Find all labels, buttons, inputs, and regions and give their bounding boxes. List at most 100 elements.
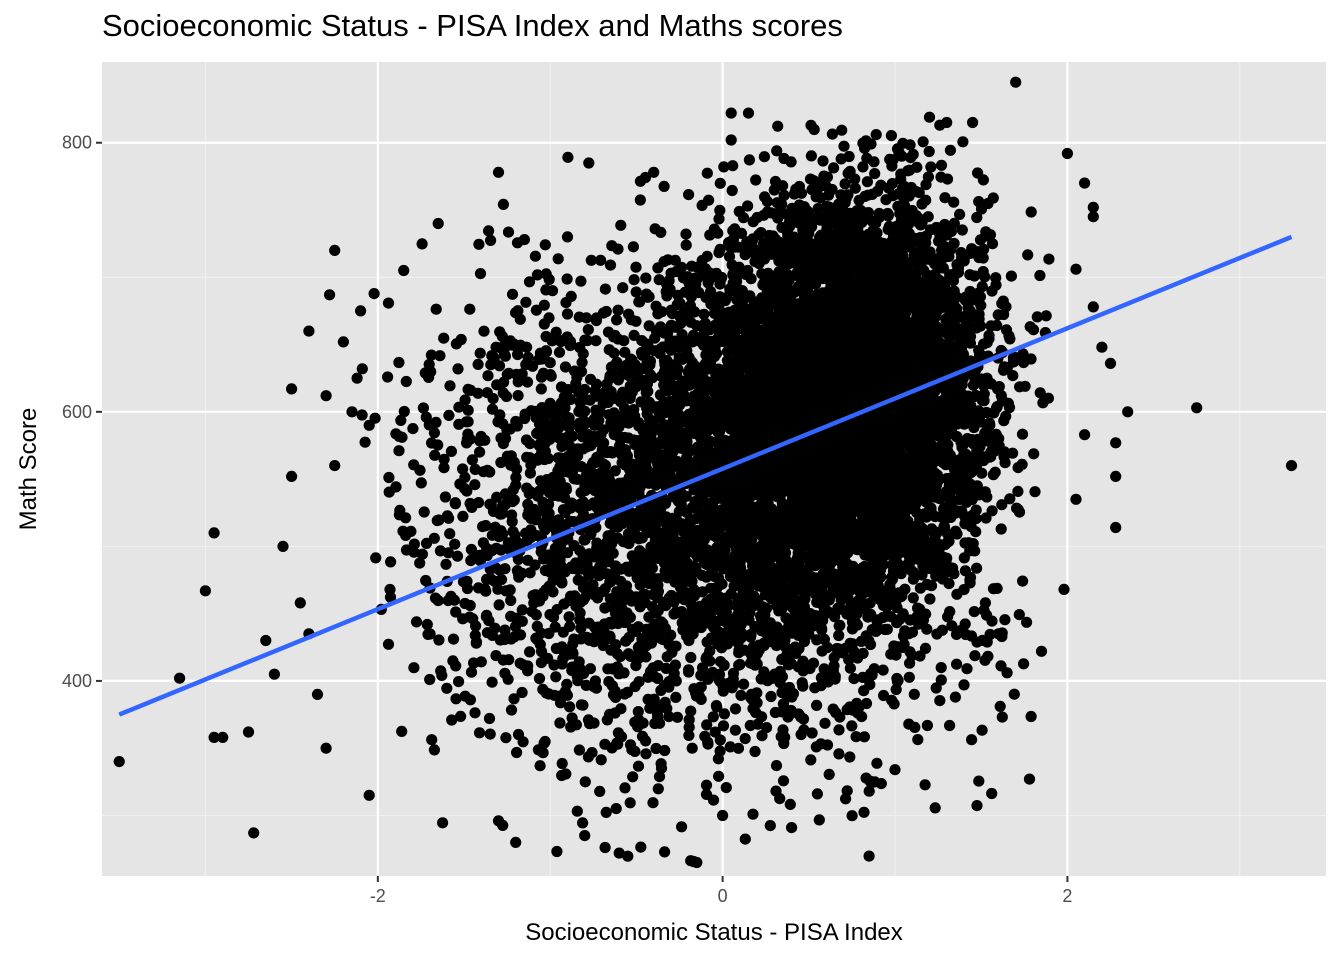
data-point	[857, 161, 869, 173]
data-point	[785, 156, 797, 168]
data-point	[826, 128, 839, 140]
data-point	[750, 174, 762, 186]
data-point	[898, 193, 910, 205]
data-point	[976, 281, 988, 293]
data-point	[809, 270, 821, 282]
data-point	[960, 310, 972, 322]
data-point	[941, 293, 953, 305]
data-point	[749, 256, 761, 268]
data-point	[861, 176, 874, 188]
data-point	[958, 252, 970, 264]
data-point	[718, 161, 730, 173]
data-point	[772, 120, 784, 132]
data-point	[743, 154, 756, 166]
data-point	[948, 196, 960, 208]
data-point	[644, 355, 657, 367]
data-point	[828, 162, 840, 174]
data-point	[868, 156, 880, 168]
data-point	[885, 130, 898, 142]
data-point	[896, 150, 908, 162]
data-point	[935, 171, 947, 183]
data-point	[911, 161, 923, 173]
data-point	[977, 174, 990, 186]
data-point	[956, 224, 968, 236]
data-point	[733, 261, 745, 273]
data-point	[838, 140, 850, 152]
data-points	[113, 76, 1298, 869]
data-point	[1007, 370, 1019, 382]
data-point	[892, 200, 904, 212]
data-point	[985, 320, 997, 332]
data-point	[971, 562, 983, 574]
data-point	[916, 198, 928, 210]
data-point	[723, 250, 736, 263]
data-point	[856, 249, 869, 261]
data-point	[726, 184, 738, 197]
data-point	[698, 308, 710, 320]
data-point	[921, 623, 933, 635]
data-point	[1012, 485, 1024, 497]
data-point	[999, 614, 1011, 626]
data-point	[1017, 348, 1029, 360]
data-point	[882, 209, 895, 221]
data-point	[817, 155, 829, 167]
data-point	[843, 150, 855, 163]
data-point	[957, 136, 969, 148]
data-point	[798, 305, 810, 317]
data-point	[948, 217, 960, 229]
data-point	[1005, 270, 1018, 282]
data-point	[993, 433, 1005, 445]
data-point	[873, 212, 885, 224]
data-point	[1028, 448, 1040, 460]
data-point	[1016, 428, 1029, 440]
data-point	[998, 415, 1010, 427]
data-point	[974, 320, 987, 332]
data-point	[762, 305, 774, 317]
data-point	[784, 220, 796, 232]
data-point	[713, 213, 725, 225]
data-point	[824, 215, 836, 227]
data-point	[970, 245, 982, 257]
data-point	[996, 499, 1008, 511]
data-point	[860, 135, 872, 147]
data-point	[776, 198, 788, 210]
data-point	[805, 150, 818, 162]
data-point	[727, 160, 739, 172]
data-point	[870, 129, 882, 141]
data-point	[810, 191, 822, 203]
data-point	[996, 394, 1009, 406]
data-point	[940, 284, 952, 296]
data-point	[948, 237, 960, 250]
data-point	[939, 192, 951, 204]
data-point	[935, 662, 947, 674]
chart-title: Socioeconomic Status - PISA Index and Ma…	[102, 8, 843, 43]
data-point	[761, 195, 774, 208]
data-point	[907, 592, 919, 604]
data-point	[905, 240, 917, 253]
data-point	[849, 182, 861, 194]
data-point	[837, 204, 849, 216]
data-point	[836, 124, 848, 136]
data-point	[771, 145, 783, 157]
data-point	[853, 194, 865, 206]
data-point	[979, 486, 991, 498]
data-point	[939, 218, 951, 231]
data-point	[916, 214, 928, 226]
data-point	[758, 237, 770, 250]
data-point	[986, 238, 999, 250]
data-point	[839, 178, 851, 190]
data-point	[887, 154, 899, 166]
data-point	[853, 230, 865, 242]
data-point	[923, 145, 935, 158]
data-point	[973, 308, 985, 320]
data-point	[944, 144, 957, 156]
data-point	[971, 211, 983, 224]
data-point	[733, 205, 745, 218]
data-point	[778, 189, 790, 201]
data-point	[964, 285, 976, 298]
data-point	[833, 629, 845, 642]
data-point	[935, 235, 947, 247]
data-point	[903, 671, 915, 683]
data-point	[986, 285, 998, 297]
data-point	[959, 537, 971, 549]
